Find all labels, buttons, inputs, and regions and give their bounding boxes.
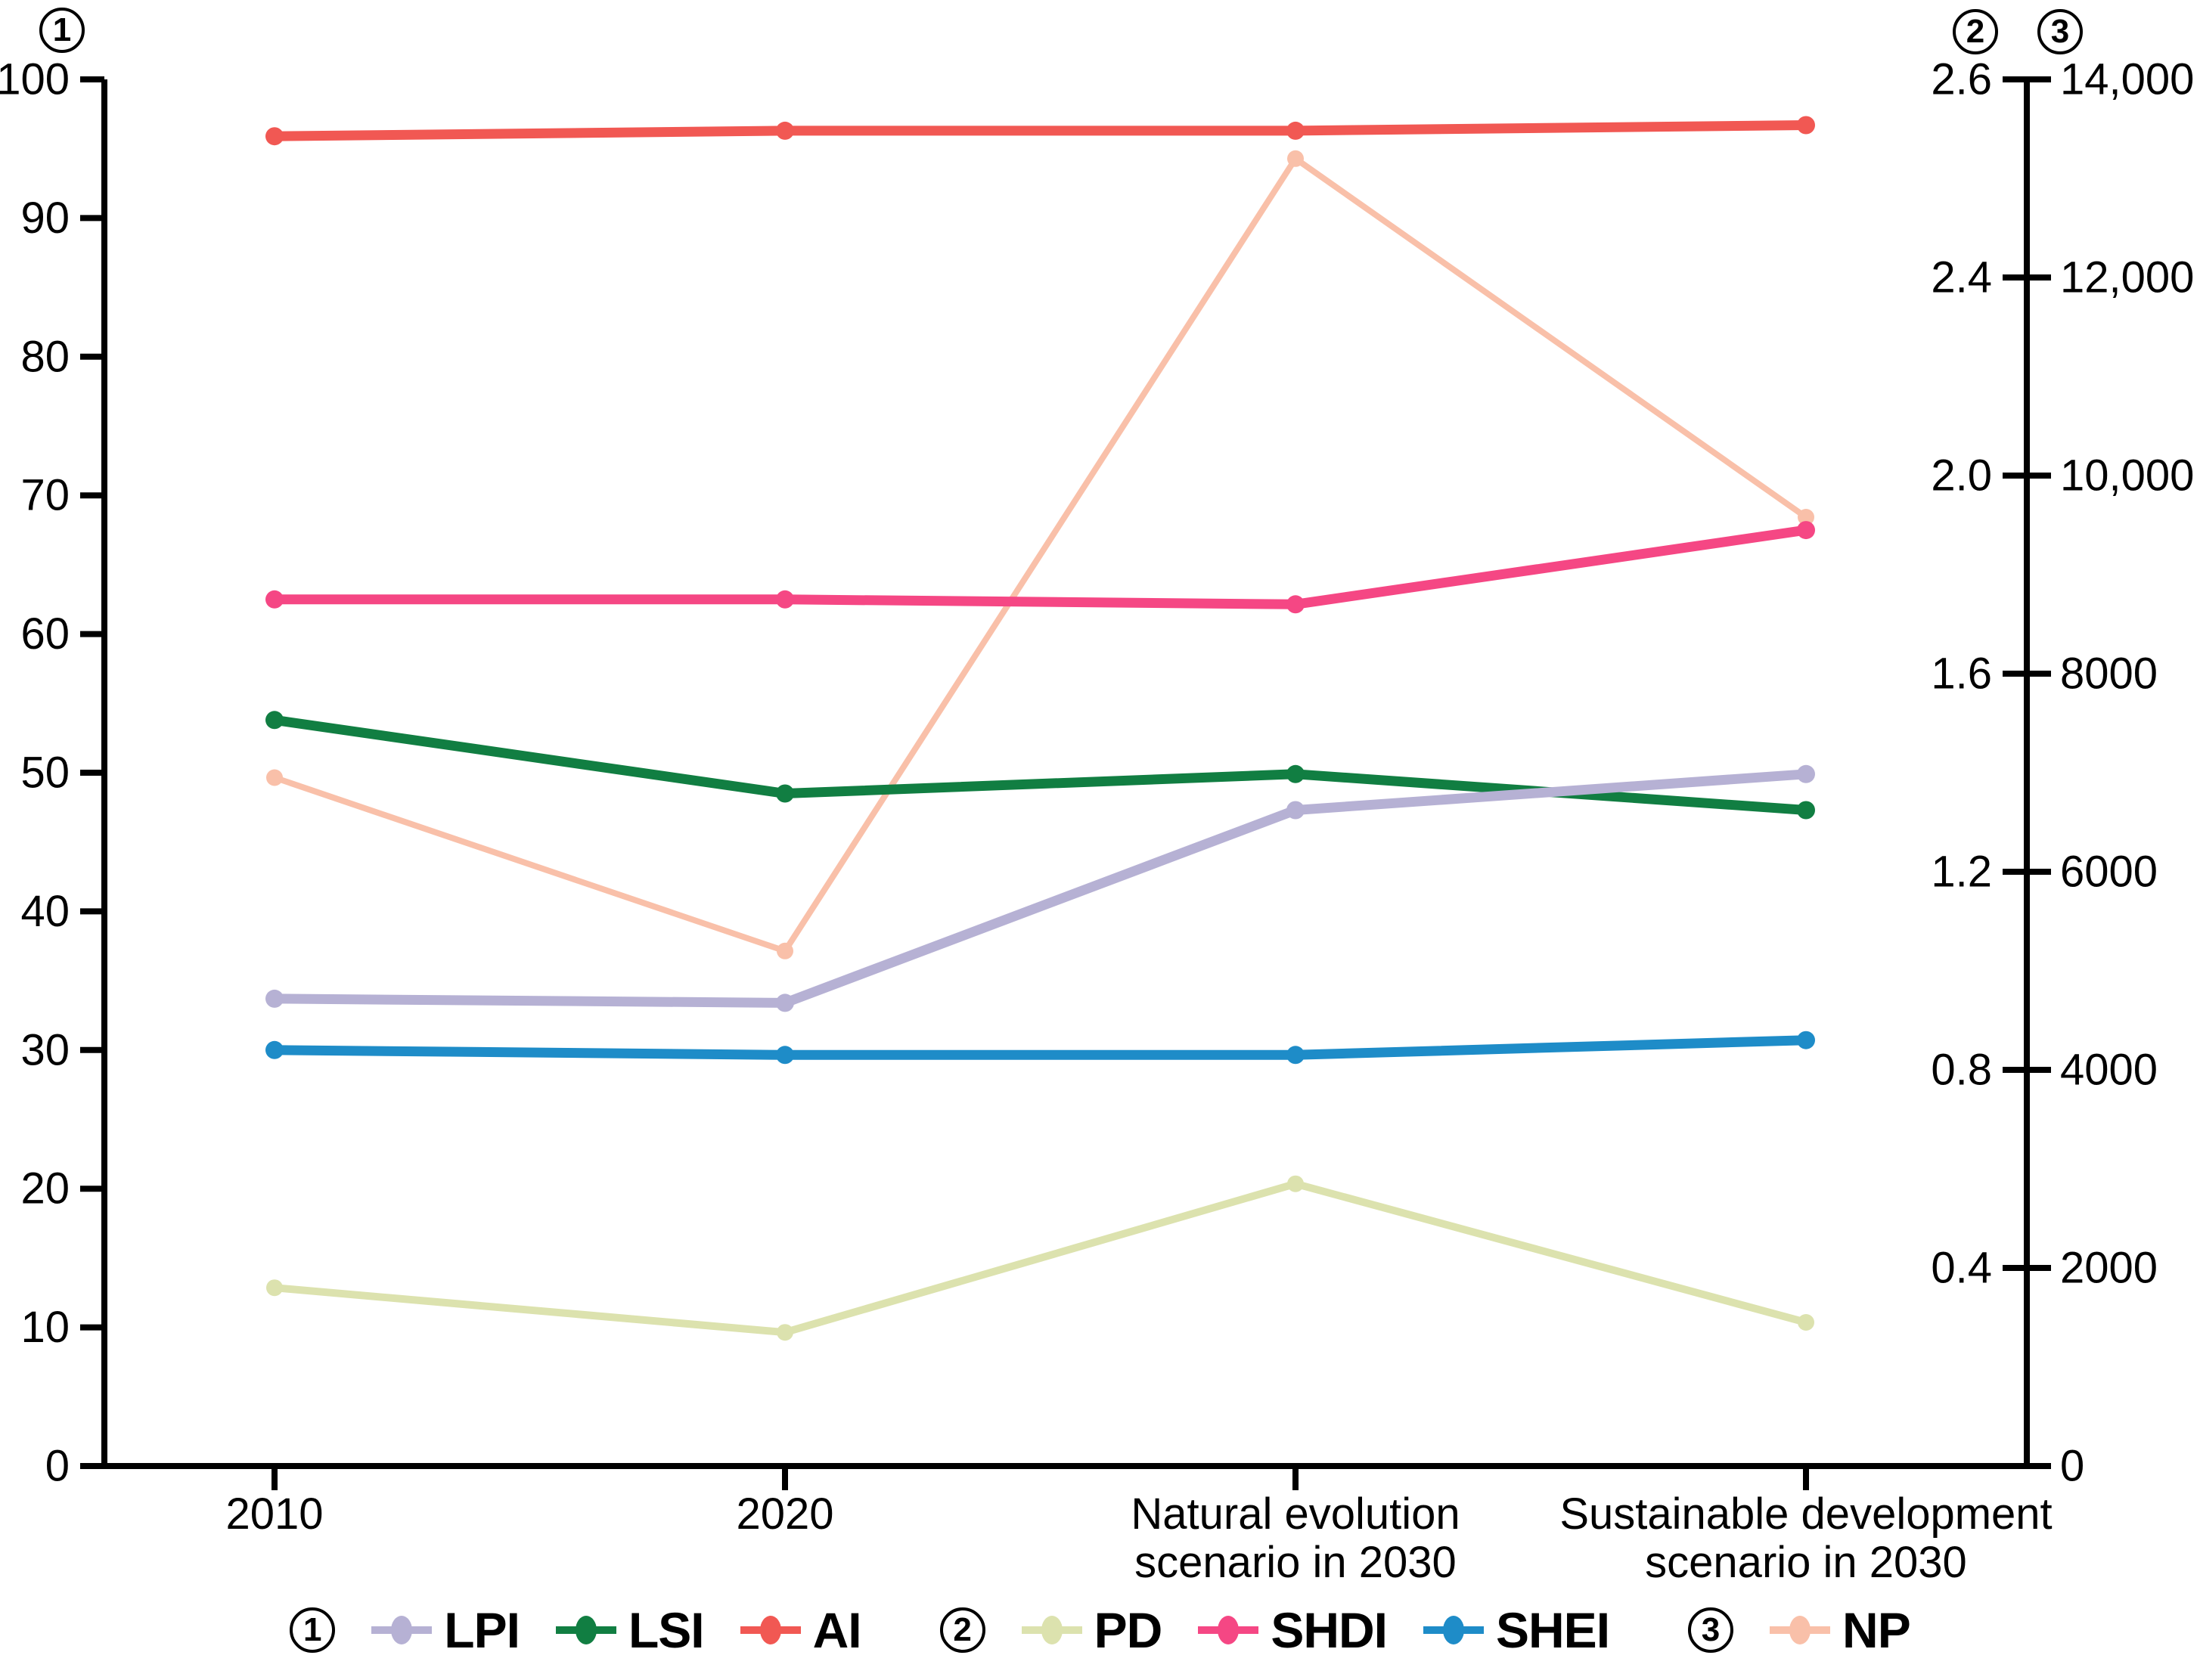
right-outer-axis-tick-label: 12,000 (2060, 253, 2194, 302)
legend-swatch-SHDI (1198, 1616, 1259, 1644)
legend-axis-symbol-3: 3 (1688, 1607, 1734, 1653)
series-LPI-marker (265, 989, 284, 1008)
series-AI-line (274, 120, 1807, 141)
legend-item-PD: PD (1020, 1601, 1162, 1659)
series-AI-marker (1286, 121, 1305, 140)
right-inner-axis-tick-label: 1.6 (1931, 649, 1992, 699)
series-LPI-marker (1797, 764, 1815, 783)
series-SHDI-marker (265, 590, 284, 609)
left-axis-tick-label: 20 (20, 1164, 70, 1214)
series-SHEI-marker (1797, 1031, 1815, 1049)
left-axis-tick-label: 50 (20, 749, 70, 798)
series-PD-marker (777, 1324, 793, 1341)
series-LPI-marker (776, 993, 794, 1012)
right-outer-axis-tick-label: 0 (2060, 1442, 2084, 1491)
legend-label-NP: NP (1842, 1602, 1911, 1658)
legend-label-LSI: LSI (628, 1602, 705, 1658)
x-category-label: 2010 (225, 1489, 323, 1539)
series-AI-marker (265, 127, 284, 146)
x-category-label: 2020 (736, 1489, 833, 1539)
legend-group-2: 2 PD SHDI SHEI (939, 1601, 1610, 1659)
x-category-label: scenario in 2030 (1134, 1538, 1457, 1587)
series-LSI-marker (1286, 764, 1305, 783)
right-inner-axis-tick-label: 1.2 (1931, 848, 1992, 897)
legend-swatch-PD (1021, 1616, 1082, 1644)
series-LSI-marker (1797, 801, 1815, 820)
right-outer-axis-tick-label: 4000 (2060, 1046, 2158, 1095)
left-axis-tick-label: 100 (0, 55, 70, 104)
series-AI-marker (776, 121, 794, 140)
left-axis-tick-label: 0 (45, 1442, 70, 1491)
legend-label-LPI: LPI (444, 1602, 520, 1658)
left-axis-tick-label: 70 (20, 471, 70, 520)
right-outer-axis-tick-label: 8000 (2060, 649, 2158, 699)
legend-swatch-NP (1770, 1616, 1831, 1644)
right-inner-axis-tick-label: 2.6 (1931, 55, 1992, 104)
series-NP-line (273, 155, 1808, 954)
series-LPI-marker (1286, 801, 1305, 820)
right-outer-axis-tick-label: 2000 (2060, 1244, 2158, 1293)
legend-group-3: 3 NP (1688, 1601, 1911, 1659)
legend-axis-symbol-2: 2 (939, 1607, 985, 1653)
series-LSI-line (274, 714, 1807, 815)
legend-label-AI: AI (812, 1602, 862, 1658)
chart-legend: 1 LPI LSI AI 2 PD SHDI SHEI 3 NP (0, 1601, 2200, 1659)
x-category-label: Sustainable development (1559, 1489, 2052, 1539)
right-inner-axis-tick-label: 0.8 (1931, 1046, 1992, 1095)
series-PD-marker (1287, 1175, 1304, 1192)
legend-swatch-SHEI (1423, 1616, 1484, 1644)
series-NP-marker (1798, 509, 1814, 525)
series-NP-marker (266, 769, 283, 786)
series-LSI-marker (776, 784, 794, 803)
left-axis-tick-label: 40 (20, 887, 70, 936)
series-NP-marker (1287, 150, 1304, 167)
series-SHDI-marker (1286, 595, 1305, 614)
legend-item-LPI: LPI (370, 1601, 520, 1659)
left-axis-tick-label: 90 (20, 194, 70, 243)
legend-group-1: 1 LPI LSI AI (290, 1601, 862, 1659)
series-PD-line (274, 1179, 1807, 1337)
left-axis-tick-label: 30 (20, 1025, 70, 1074)
right-inner-axis-symbol: 2 (1953, 9, 1998, 54)
series-SHEI-marker (776, 1046, 794, 1065)
legend-item-NP: NP (1768, 1601, 1911, 1659)
legend-label-PD: PD (1094, 1602, 1163, 1658)
left-axis-tick-label: 80 (20, 332, 70, 381)
series-SHDI-marker (776, 590, 794, 609)
right-inner-axis-tick-label: 2.4 (1931, 253, 1992, 302)
series-NP-marker (777, 942, 793, 959)
right-outer-axis-tick-label: 14,000 (2060, 55, 2194, 104)
x-category-label: scenario in 2030 (1645, 1538, 1967, 1587)
series-AI-marker (1797, 116, 1815, 135)
series-SHEI-line (274, 1035, 1807, 1060)
series-SHDI-marker (1797, 521, 1815, 540)
legend-swatch-LPI (371, 1616, 433, 1644)
right-outer-axis-tick-label: 6000 (2060, 848, 2158, 897)
legend-swatch-AI (740, 1616, 801, 1644)
series-SHEI-marker (1286, 1046, 1305, 1065)
series-LPI-line (274, 769, 1807, 1008)
series-PD-marker (266, 1279, 283, 1297)
right-outer-axis-tick-label: 10,000 (2060, 451, 2194, 501)
left-axis-tick-label: 10 (20, 1303, 70, 1352)
left-axis-tick-label: 60 (20, 609, 70, 659)
legend-item-LSI: LSI (554, 1601, 705, 1659)
right-inner-axis-tick-label: 0.4 (1931, 1244, 1992, 1293)
right-inner-axis-tick-label: 2.0 (1931, 451, 1992, 501)
legend-swatch-LSI (555, 1616, 616, 1644)
legend-item-SHDI: SHDI (1196, 1601, 1388, 1659)
legend-label-SHEI: SHEI (1496, 1602, 1610, 1658)
legend-item-SHEI: SHEI (1422, 1601, 1610, 1659)
series-PD-marker (1798, 1314, 1814, 1331)
legend-item-AI: AI (739, 1601, 862, 1659)
x-category-label: Natural evolution (1131, 1489, 1460, 1539)
legend-label-SHDI: SHDI (1271, 1602, 1388, 1658)
legend-axis-symbol-1: 1 (290, 1607, 336, 1653)
series-LSI-marker (265, 711, 284, 730)
series-SHEI-marker (265, 1040, 284, 1059)
right-outer-axis-symbol: 3 (2037, 9, 2083, 54)
left-axis-symbol: 1 (39, 8, 85, 53)
series-SHDI-line (275, 525, 1807, 609)
